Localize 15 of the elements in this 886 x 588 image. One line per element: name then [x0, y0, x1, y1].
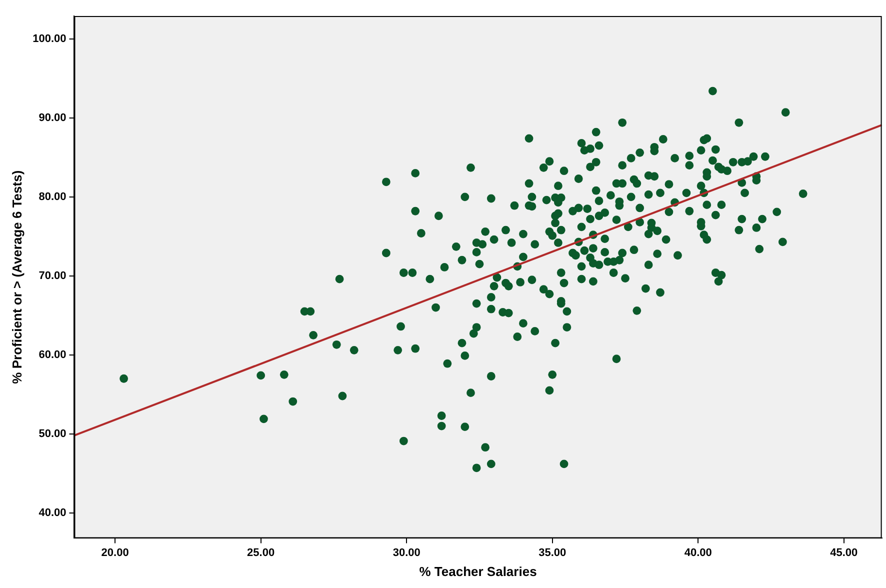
x-tick-label: 45.00	[830, 546, 858, 559]
x-axis-title: % Teacher Salaries	[419, 564, 537, 579]
y-axis-title: % Proficient or > (Average 6 Tests)	[9, 170, 24, 384]
x-tick-label: 20.00	[101, 546, 129, 559]
y-tick-label: 50.00	[38, 428, 66, 440]
x-tick-label: 25.00	[247, 546, 275, 559]
y-tick-label: 90.00	[38, 112, 66, 124]
y-tick-label: 70.00	[38, 270, 66, 282]
x-tick-label: 35.00	[538, 546, 566, 559]
x-tick-label: 30.00	[392, 546, 420, 559]
x-tick-label: 40.00	[684, 546, 712, 559]
y-tick-label: 40.00	[38, 506, 66, 519]
y-tick-label: 100.00	[32, 32, 66, 45]
y-tick-label: 80.00	[38, 190, 66, 203]
y-tick-label: 60.00	[38, 348, 66, 361]
